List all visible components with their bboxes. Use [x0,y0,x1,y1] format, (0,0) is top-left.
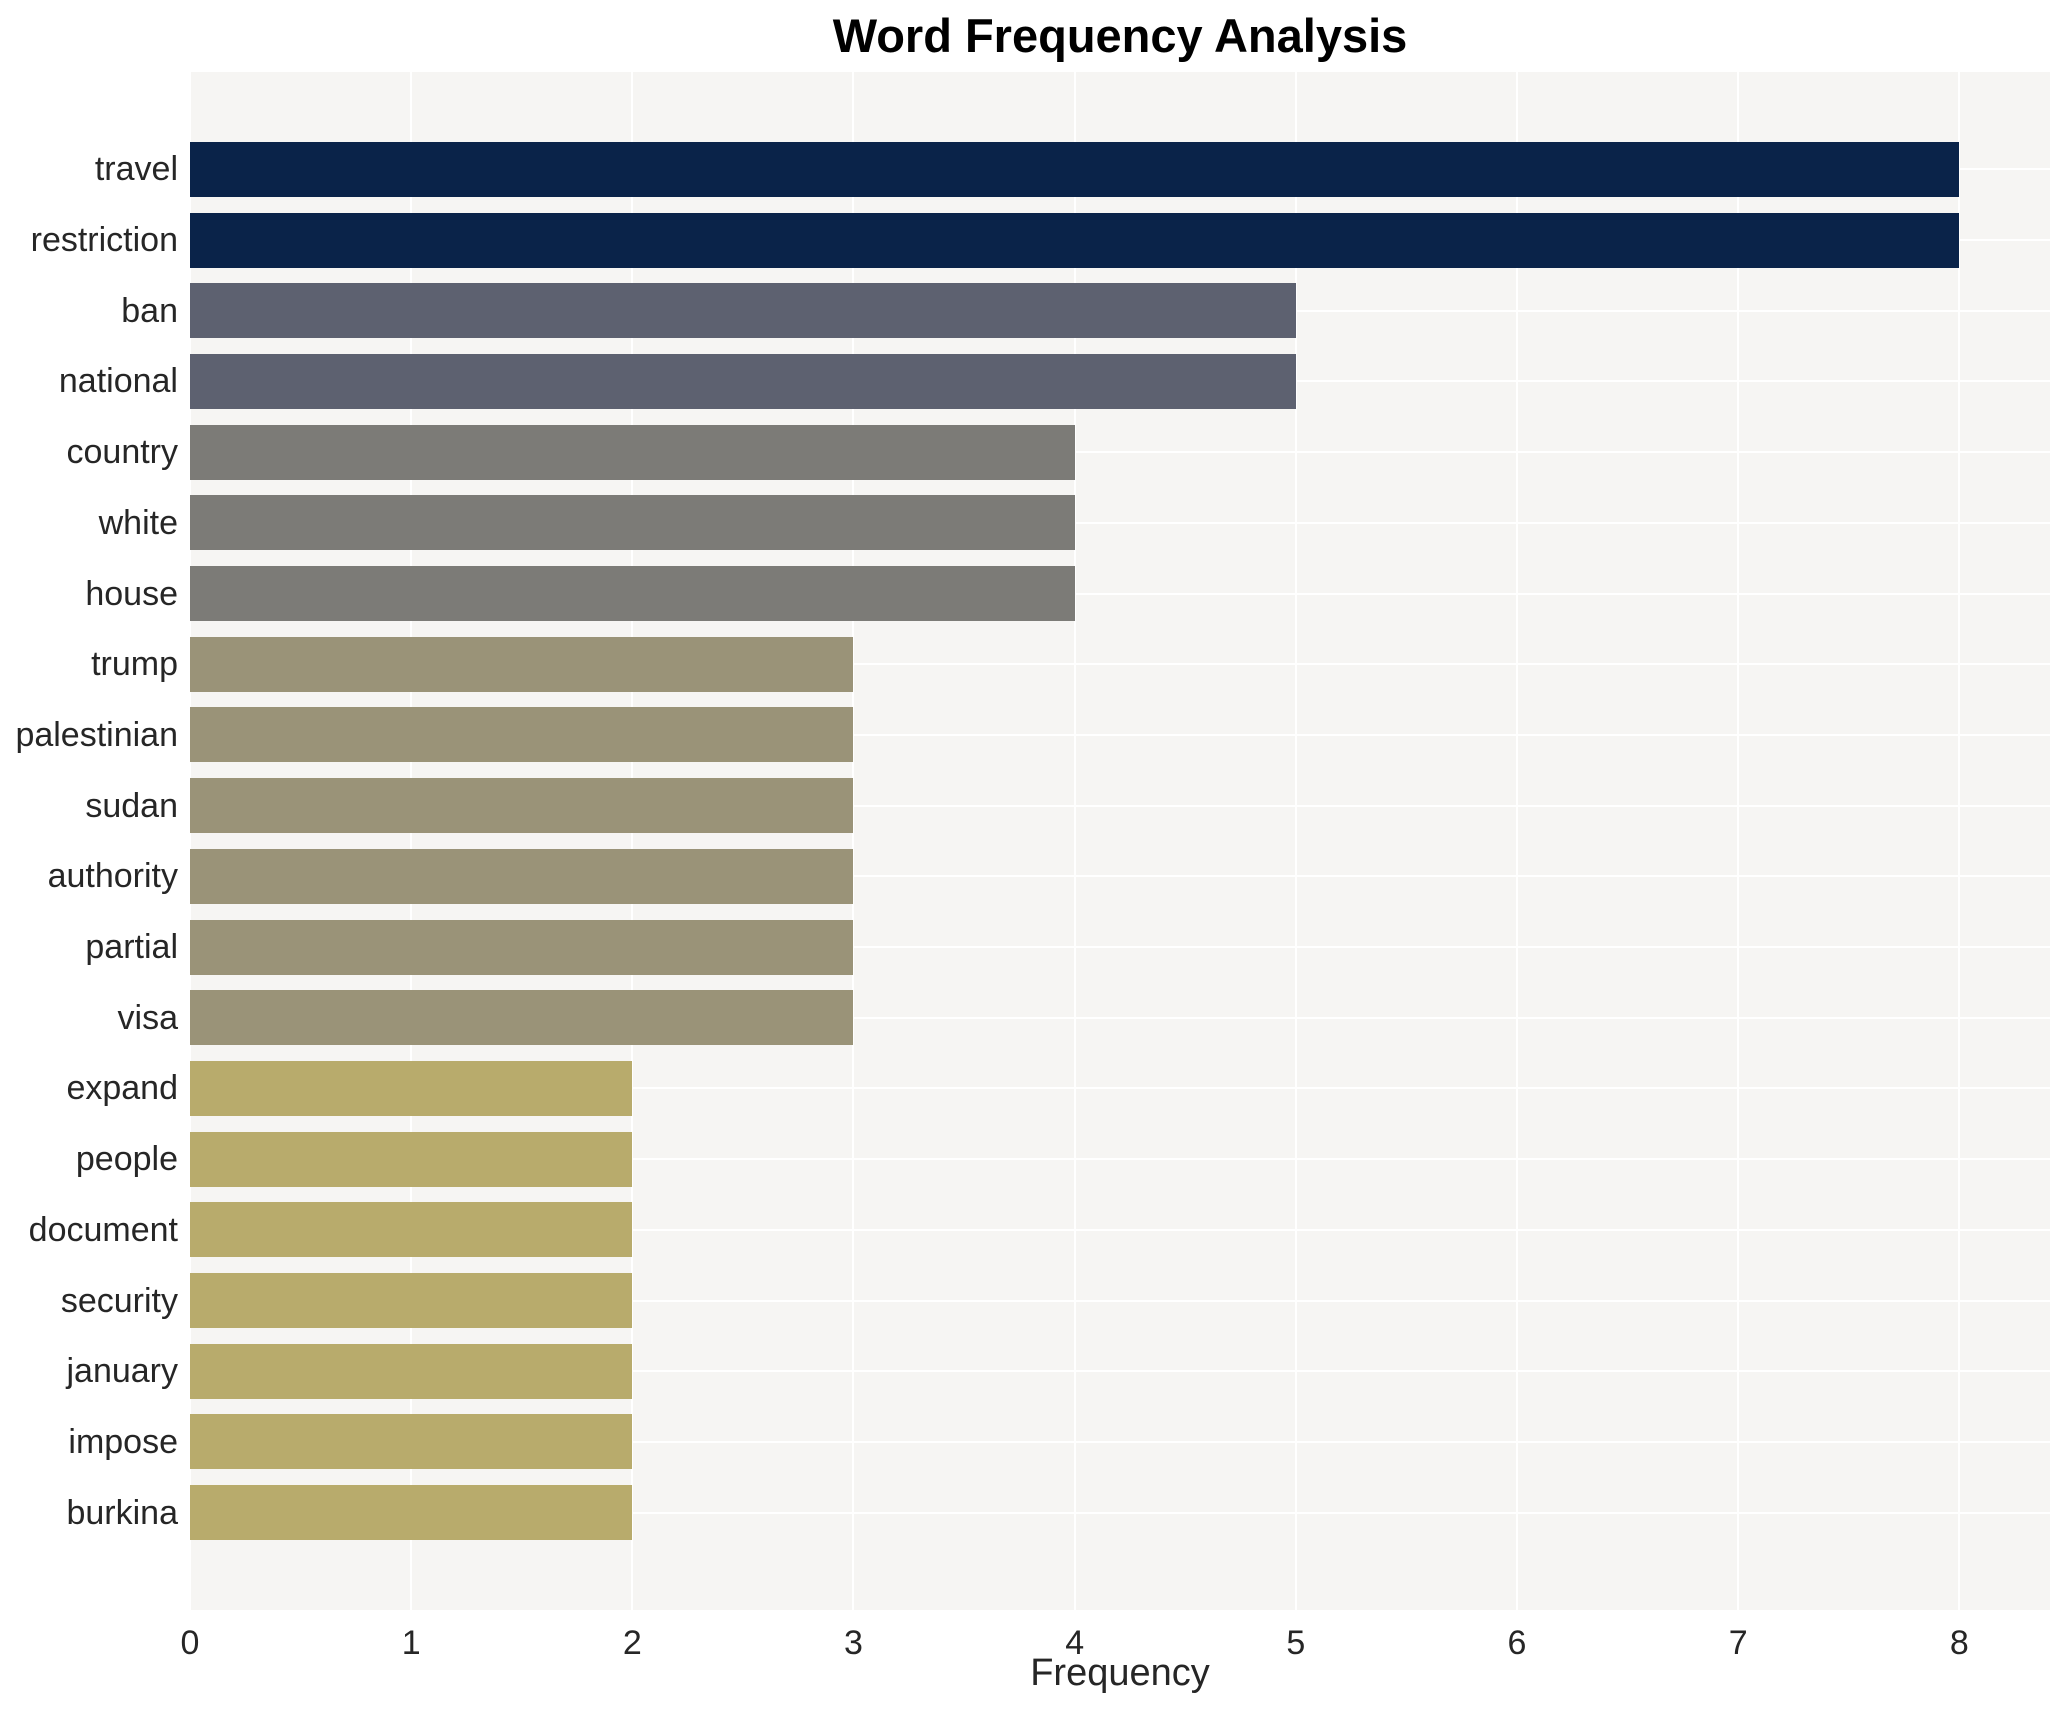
bar-restriction [190,212,1960,268]
x-tick-label-5: 5 [1286,1624,1306,1662]
gridline-horizontal [190,451,2050,454]
gridline-vertical [1073,72,1076,1610]
y-tick-label-impose: impose [68,1422,178,1461]
y-tick-label-travel: travel [94,150,178,189]
x-tick-label-6: 6 [1507,1624,1527,1662]
gridline-horizontal [190,663,2050,666]
y-tick-label-partial: partial [85,928,178,967]
x-tick-label-3: 3 [844,1624,863,1662]
plot-area [189,72,2050,1610]
bar-security [190,1273,633,1329]
gridline-horizontal [190,1511,2050,1514]
gridline-horizontal [190,1087,2050,1090]
y-tick-label-sudan: sudan [85,786,178,825]
y-tick-label-document: document [28,1210,178,1249]
bar-house [190,566,1075,622]
x-axis-title: Frequency [1030,1652,1210,1694]
x-tick-label-7: 7 [1728,1624,1748,1662]
gridline-vertical [1294,72,1297,1610]
bar-expand [190,1060,633,1116]
gridline-horizontal [190,1016,2050,1019]
y-tick-label-expand: expand [66,1069,178,1108]
gridline-horizontal [190,733,2050,736]
bar-ban [190,283,1296,339]
gridline-horizontal [190,1370,2050,1373]
y-tick-label-white: white [98,503,178,542]
bar-impose [190,1414,633,1470]
bar-people [190,1131,633,1187]
gridline-horizontal [190,1228,2050,1231]
chart-title: Word Frequency Analysis [832,9,1408,62]
y-tick-label-authority: authority [47,857,178,896]
y-tick-label-visa: visa [117,998,178,1037]
gridline-horizontal [190,1299,2050,1302]
y-tick-label-restriction: restriction [30,221,178,260]
bar-country [190,424,1075,480]
gridline-vertical [1737,72,1740,1610]
y-tick-label-ban: ban [121,291,178,330]
bar-palestinian [190,707,854,763]
gridline-vertical [631,72,634,1610]
x-tick-label-2: 2 [622,1624,642,1662]
y-tick-label-burkina: burkina [66,1493,178,1532]
bar-sudan [190,778,854,834]
gridline-vertical [852,72,855,1610]
bar-white [190,495,1075,551]
gridline-horizontal [190,804,2050,807]
y-tick-label-trump: trump [91,645,178,684]
x-tick-label-0: 0 [180,1624,200,1662]
bar-visa [190,990,854,1046]
bar-burkina [190,1485,633,1541]
y-tick-label-people: people [75,1140,178,1179]
gridline-horizontal [190,946,2050,949]
y-tick-label-house: house [85,574,178,613]
gridline-horizontal [190,875,2050,878]
bar-trump [190,636,854,692]
x-tick-label-8: 8 [1949,1624,1969,1662]
y-tick-label-national: national [58,362,178,401]
bar-partial [190,919,854,975]
bar-document [190,1202,633,1258]
gridline-horizontal [190,1158,2050,1161]
gridline-vertical [189,72,191,1610]
bar-january [190,1343,633,1399]
y-tick-label-january: january [66,1352,178,1391]
y-tick-label-country: country [66,433,179,472]
y-tick-label-security: security [60,1281,178,1320]
gridline-horizontal [190,592,2050,595]
x-tick-label-4: 4 [1065,1624,1085,1662]
gridline-vertical [1515,72,1518,1610]
y-tick-label-palestinian: palestinian [15,715,178,754]
x-tick-label-1: 1 [401,1624,421,1662]
bar-authority [190,848,854,904]
gridline-horizontal [190,1440,2050,1443]
gridline-horizontal [190,521,2050,524]
gridline-vertical [410,72,413,1610]
bar-national [190,353,1296,409]
gridline-vertical [1958,72,1961,1610]
bar-travel [190,141,1960,197]
